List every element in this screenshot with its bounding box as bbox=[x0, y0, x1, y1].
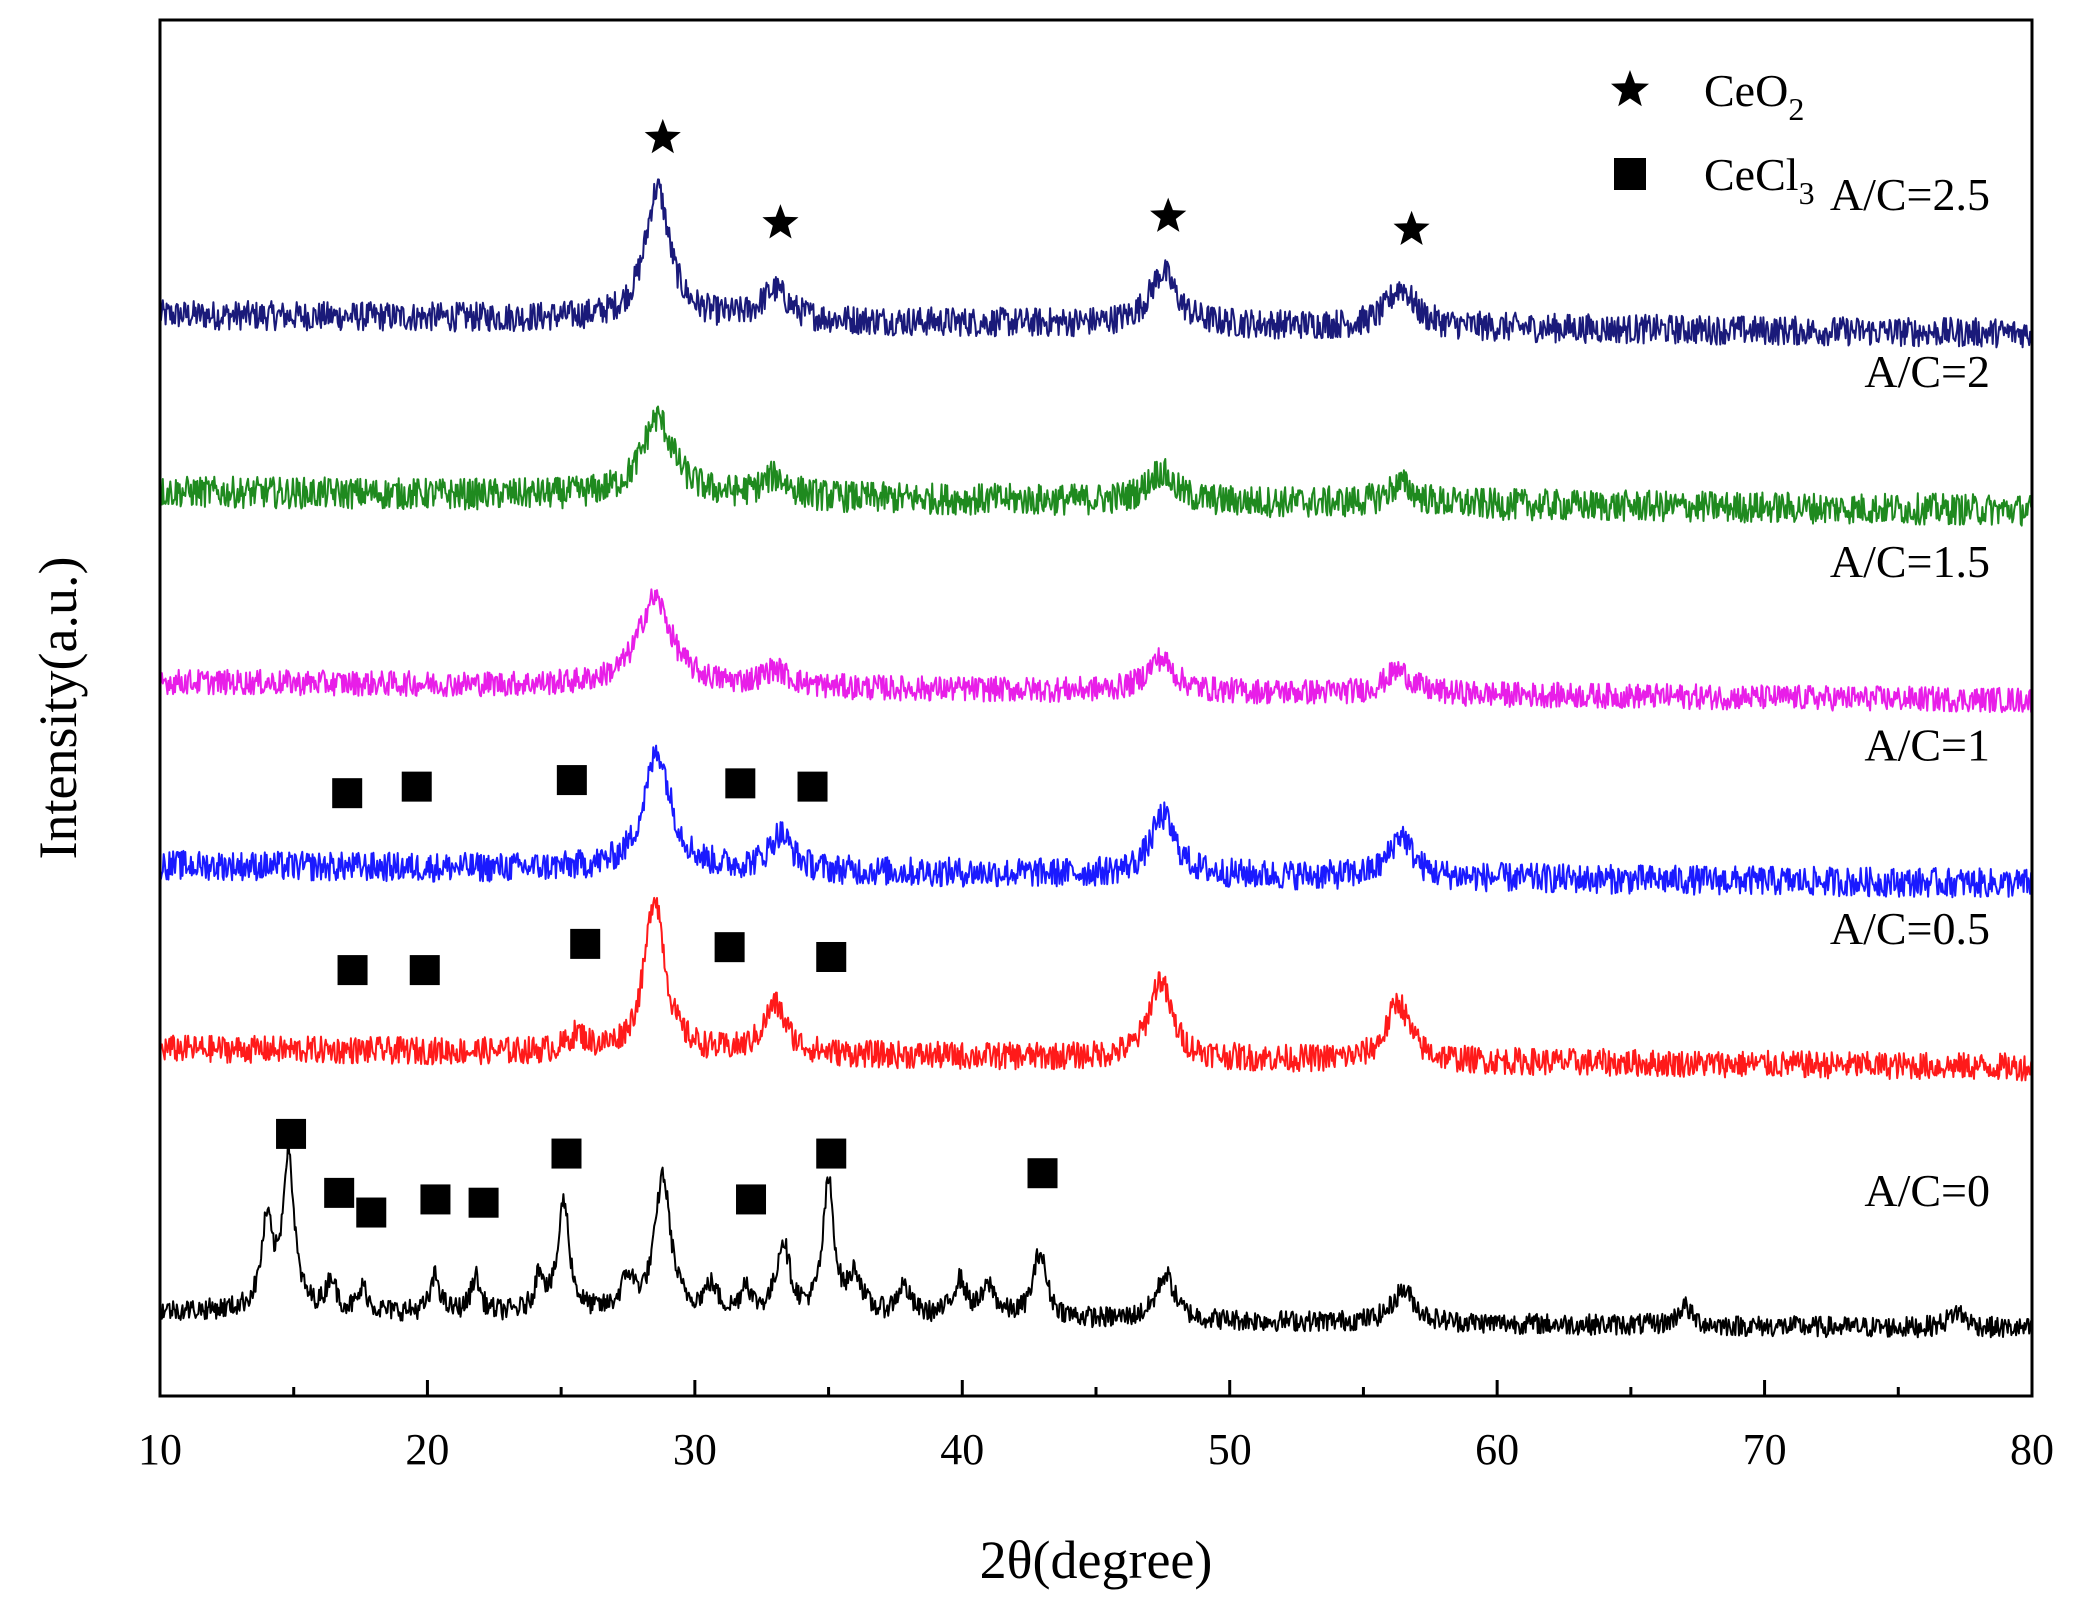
cecl3-marker bbox=[337, 955, 368, 986]
cecl3-marker bbox=[401, 771, 432, 802]
cecl3-marker bbox=[714, 932, 745, 963]
y-axis-title: Intensity(a.u.) bbox=[28, 557, 88, 860]
cecl3-marker bbox=[332, 778, 363, 809]
series-label: A/C=2 bbox=[1864, 346, 1990, 397]
cecl3-marker bbox=[725, 768, 756, 799]
ceo2-marker bbox=[1393, 210, 1430, 245]
series-line bbox=[159, 744, 2033, 899]
legend-label: CeCl3 bbox=[1704, 149, 1815, 211]
cecl3-marker bbox=[409, 955, 440, 986]
cecl3-marker bbox=[736, 1184, 767, 1215]
series-line bbox=[159, 896, 2033, 1082]
ceo2-marker bbox=[1150, 197, 1187, 232]
cecl3-marker bbox=[468, 1187, 499, 1218]
plot-area: A/C=2.5 A/C=2 A/C=1.5 A/C=1 A/C=0.5 A/C=0 bbox=[159, 118, 2033, 1339]
legend-star-icon bbox=[1611, 70, 1649, 107]
series-1: A/C=2 bbox=[159, 346, 2033, 527]
series-line bbox=[159, 178, 2033, 349]
series-0: A/C=2.5 bbox=[159, 118, 2033, 349]
series-line bbox=[159, 588, 2033, 714]
x-tick-label: 30 bbox=[673, 1425, 717, 1474]
cecl3-marker bbox=[797, 771, 828, 802]
cecl3-marker bbox=[570, 928, 601, 959]
cecl3-marker bbox=[816, 1138, 847, 1169]
legend-square-icon bbox=[1614, 158, 1646, 190]
series-line bbox=[159, 405, 2033, 527]
series-4: A/C=0.5 bbox=[159, 896, 2033, 1082]
x-axis: 10 20 30 40 50 60 70 80 bbox=[138, 1380, 2054, 1474]
series-label: A/C=0.5 bbox=[1830, 903, 1990, 954]
cecl3-marker bbox=[324, 1177, 355, 1208]
series-label: A/C=1 bbox=[1864, 719, 1990, 770]
series-label: A/C=2.5 bbox=[1830, 169, 1990, 220]
cecl3-marker bbox=[276, 1118, 307, 1149]
x-tick-label: 70 bbox=[1743, 1425, 1787, 1474]
ceo2-marker bbox=[644, 118, 681, 154]
legend: CeO2 CeCl3 bbox=[1611, 65, 1815, 211]
x-tick-label: 80 bbox=[2010, 1425, 2054, 1474]
x-tick-label: 50 bbox=[1208, 1425, 1252, 1474]
cecl3-marker bbox=[420, 1184, 451, 1215]
series-3: A/C=1 bbox=[159, 719, 2033, 899]
series-label: A/C=0 bbox=[1864, 1165, 1990, 1216]
series-5: A/C=0 bbox=[159, 1118, 2033, 1339]
cecl3-marker bbox=[816, 941, 847, 972]
x-tick-label: 40 bbox=[940, 1425, 984, 1474]
x-tick-label: 10 bbox=[138, 1425, 182, 1474]
x-tick-label: 60 bbox=[1475, 1425, 1519, 1474]
series-line bbox=[159, 1135, 2033, 1339]
cecl3-marker bbox=[356, 1197, 387, 1228]
cecl3-marker bbox=[551, 1138, 582, 1169]
legend-label: CeO2 bbox=[1704, 65, 1804, 127]
cecl3-marker bbox=[556, 765, 587, 796]
x-tick-label: 20 bbox=[405, 1425, 449, 1474]
series-2: A/C=1.5 bbox=[159, 536, 2033, 714]
cecl3-marker bbox=[1027, 1158, 1058, 1189]
x-axis-title: 2θ(degree) bbox=[980, 1530, 1213, 1590]
ceo2-marker bbox=[762, 204, 799, 239]
series-label: A/C=1.5 bbox=[1830, 536, 1990, 587]
